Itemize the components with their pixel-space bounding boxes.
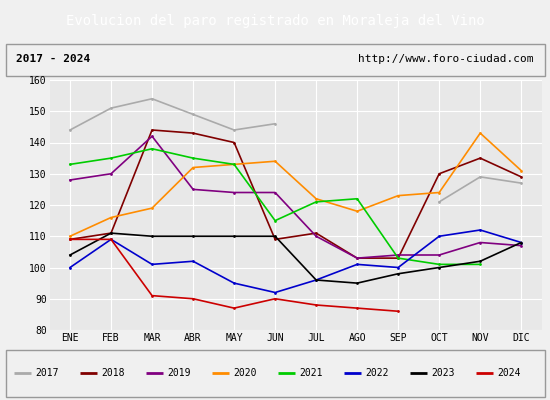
Bar	[6, 350, 544, 397]
Text: 2017 - 2024: 2017 - 2024	[16, 54, 91, 64]
Text: Evolucion del paro registrado en Moraleja del Vino: Evolucion del paro registrado en Moralej…	[65, 14, 485, 28]
Text: 2018: 2018	[101, 368, 125, 378]
Text: 2017: 2017	[35, 368, 59, 378]
Text: http://www.foro-ciudad.com: http://www.foro-ciudad.com	[358, 54, 534, 64]
Text: 2024: 2024	[497, 368, 521, 378]
Text: 2019: 2019	[167, 368, 191, 378]
Text: 2020: 2020	[233, 368, 257, 378]
Text: 2021: 2021	[299, 368, 323, 378]
Text: 2022: 2022	[365, 368, 389, 378]
Text: 2023: 2023	[431, 368, 455, 378]
